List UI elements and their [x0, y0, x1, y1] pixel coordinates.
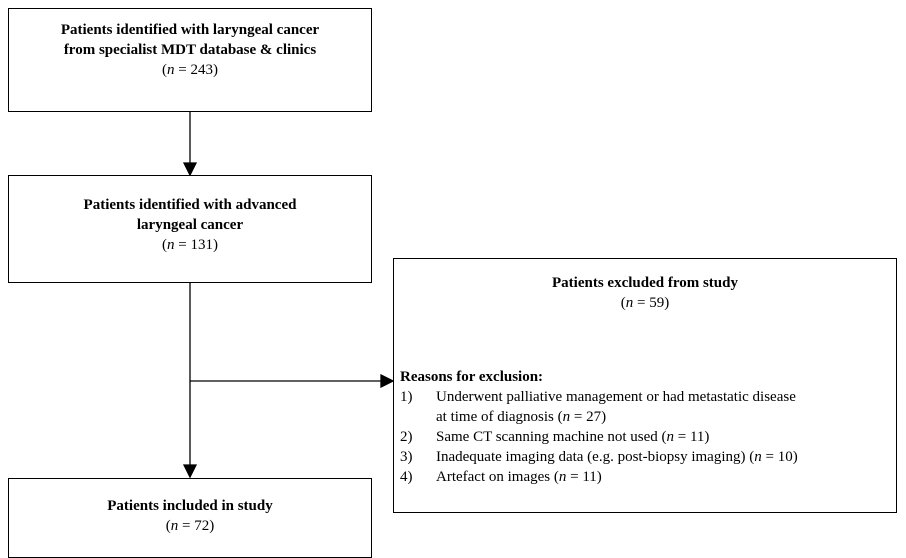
text: = 243)	[174, 62, 218, 78]
text-line: Patients identified with laryngeal cance…	[60, 22, 320, 38]
text-line: 4)	[400, 469, 413, 485]
text-line: (n = 72)	[9, 516, 371, 536]
variable: n	[625, 295, 634, 311]
text: Same CT scanning machine not used (	[436, 429, 667, 445]
text-line: Underwent palliative management or had m…	[436, 387, 896, 407]
variable: n	[167, 62, 175, 78]
text: (	[162, 62, 168, 78]
variable: n	[170, 518, 179, 534]
text: = 59)	[633, 295, 670, 311]
text-line: from specialist MDT database & clinics	[63, 42, 317, 58]
text-line: Inadequate imaging data (e.g. post-biops…	[436, 447, 896, 467]
arrowhead	[380, 373, 395, 389]
variable: n	[562, 409, 571, 425]
text-line: Reasons for exclusion:	[400, 369, 544, 385]
node-box: Patients identified with advanced larynge…	[8, 175, 372, 283]
text-line: Patients included in study	[107, 498, 273, 514]
text-line: (n = 131)	[9, 235, 371, 255]
text-line: Patients identified with advanced	[83, 197, 297, 213]
text: at time of diagnosis (	[436, 409, 563, 425]
variable: n	[167, 237, 175, 253]
text-line: Same CT scanning machine not used (n = 1…	[436, 427, 896, 447]
variable: n	[666, 429, 675, 445]
node-box: Patients included in study (n = 72)	[8, 478, 372, 558]
node-box: Patients identified with laryngeal cance…	[8, 8, 372, 112]
text: (	[165, 518, 171, 534]
text: Inadequate imaging data (e.g. post-biops…	[436, 449, 755, 465]
text: = 131)	[174, 237, 218, 253]
text: Artefact on images (	[436, 469, 559, 485]
text-line: (n = 243)	[9, 60, 371, 80]
text-line: 2)	[400, 429, 413, 445]
text: (	[162, 237, 168, 253]
text-line: (n = 59)	[394, 293, 896, 313]
variable: n	[754, 449, 762, 465]
text-line: at time of diagnosis (n = 27)	[436, 407, 896, 427]
text-line: Patients excluded from study	[552, 275, 738, 291]
text-line: 1)	[400, 389, 413, 405]
text-line: 3)	[400, 449, 413, 465]
arrowhead	[182, 464, 198, 479]
arrowhead	[182, 162, 198, 177]
text-line: Artefact on images (n = 11)	[436, 467, 896, 487]
variable: n	[558, 469, 567, 485]
text-line: laryngeal cancer	[136, 217, 244, 233]
text: = 10)	[761, 449, 798, 465]
text: = 72)	[178, 518, 215, 534]
text: = 11)	[674, 429, 710, 445]
text: (	[620, 295, 626, 311]
text: = 27)	[570, 409, 607, 425]
text: = 11)	[566, 469, 602, 485]
exclusion-box: Patients excluded from study (n = 59) Reas…	[393, 258, 897, 513]
text: Underwent palliative management or had m…	[436, 389, 796, 405]
